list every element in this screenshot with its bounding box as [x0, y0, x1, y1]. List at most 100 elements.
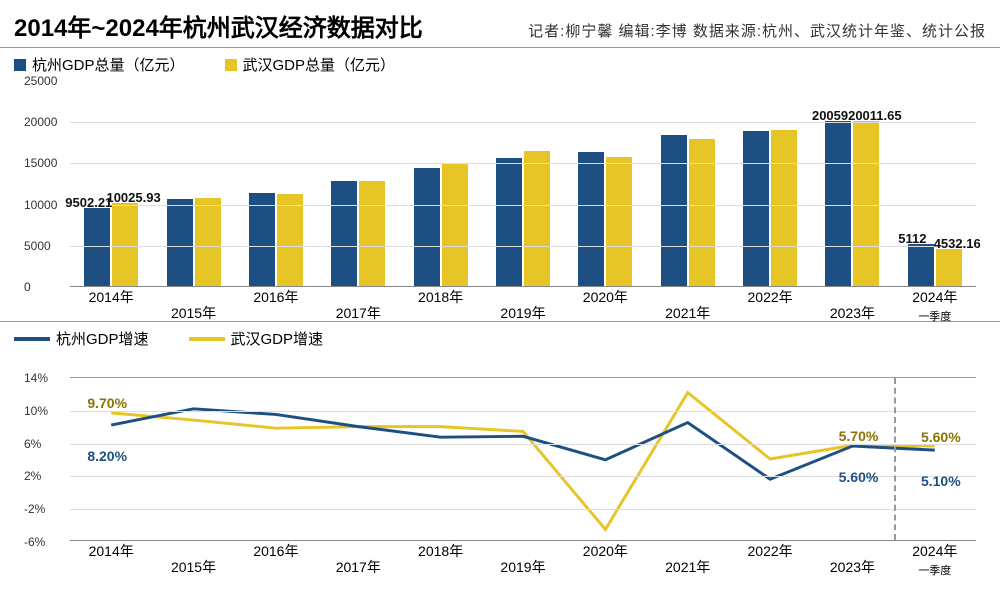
x-tick-label: 2016年 — [253, 287, 298, 307]
line-chart: 14%10%6%2%-2%-6%8.20%9.70%5.60%5.70%5.10… — [20, 377, 980, 577]
x-tick-label: 2020年 — [583, 541, 628, 561]
x-tick-label: 2024年一季度 — [912, 541, 957, 578]
bar-hz — [496, 158, 522, 286]
x-tick-label: 2021年 — [665, 303, 710, 323]
line-svg — [70, 378, 976, 540]
gridline — [70, 246, 976, 247]
gridline — [70, 411, 976, 412]
x-tick-label: 2018年 — [418, 287, 463, 307]
x-tick-label: 2021年 — [665, 557, 710, 577]
y-tick-label: 15000 — [24, 156, 57, 170]
data-label: 5.60% — [921, 429, 961, 445]
data-label: 20011.65 — [848, 108, 902, 123]
data-label: 5112 — [898, 231, 926, 246]
line-swatch-hz-icon — [14, 337, 50, 341]
x-tick-label: 2022年 — [748, 287, 793, 307]
chart-title: 2014年~2024年杭州武汉经济数据对比 — [14, 8, 423, 43]
y-tick-label: 5000 — [24, 239, 51, 253]
y-tick-label: 14% — [24, 371, 48, 385]
bar-hz — [743, 131, 769, 286]
x-tick-label: 2015年 — [171, 303, 216, 323]
y-tick-label: 6% — [24, 437, 41, 451]
y-tick-label: 10% — [24, 404, 48, 418]
x-tick-label: 2024年一季度 — [912, 287, 957, 324]
bar-hz — [661, 135, 687, 286]
x-tick-label: 2019年 — [500, 303, 545, 323]
data-label: 10025.93 — [106, 190, 160, 205]
bar-group — [414, 163, 468, 286]
x-tick-label: 2017年 — [336, 303, 381, 323]
bar-wh — [606, 157, 632, 286]
bar-hz — [908, 244, 934, 286]
bar-legend: 杭州GDP总量（亿元） 武汉GDP总量（亿元） — [0, 48, 1000, 77]
gridline — [70, 509, 976, 510]
bar-hz — [249, 193, 275, 286]
x-tick-label: 2014年 — [89, 541, 134, 561]
bar-plot-area: 05000100001500020000250009502.2110025.93… — [70, 81, 976, 287]
bar-wh — [442, 163, 468, 286]
legend-label: 杭州GDP增速 — [56, 328, 149, 349]
x-tick-label: 2022年 — [748, 541, 793, 561]
data-label: 4532.16 — [934, 236, 981, 251]
bar-group — [743, 130, 797, 286]
bar-group — [578, 152, 632, 286]
legend-item-wh-line: 武汉GDP增速 — [189, 328, 324, 349]
bar-wh — [853, 121, 879, 286]
x-tick-label: 2023年 — [830, 303, 875, 323]
y-tick-label: -2% — [24, 502, 45, 516]
bar-x-axis: 2014年 2015年 2016年 2017年 2018年 2019年 2020年 2021年… — [70, 287, 976, 321]
bar-hz — [825, 121, 851, 286]
bar-hz — [414, 168, 440, 286]
chart-header: 2014年~2024年杭州武汉经济数据对比 记者:柳宁馨 编辑:李博 数据来源:… — [0, 0, 1000, 48]
bar-wh — [112, 203, 138, 286]
bar-wh — [195, 198, 221, 286]
data-label: 5.10% — [921, 473, 961, 489]
data-label: 9502.21 — [65, 195, 112, 210]
data-label: 9.70% — [87, 395, 127, 411]
bar-group — [825, 121, 879, 286]
y-tick-label: -6% — [24, 535, 45, 549]
legend-label: 武汉GDP总量（亿元） — [243, 54, 396, 75]
x-tick-label: 2016年 — [253, 541, 298, 561]
bar-group — [496, 151, 550, 286]
data-label: 5.60% — [839, 469, 879, 485]
bar-wh — [524, 151, 550, 286]
x-tick-label: 2018年 — [418, 541, 463, 561]
y-tick-label: 0 — [24, 280, 31, 294]
legend-item-hz-bar: 杭州GDP总量（亿元） — [14, 54, 185, 75]
x-tick-label: 2020年 — [583, 287, 628, 307]
x-tick-label: 2014年 — [89, 287, 134, 307]
bar-wh — [689, 139, 715, 286]
x-tick-label: 2017年 — [336, 557, 381, 577]
bar-wh — [936, 249, 962, 286]
line-plot-area: 14%10%6%2%-2%-6%8.20%9.70%5.60%5.70%5.10… — [70, 377, 976, 541]
bar-wh — [277, 194, 303, 286]
bar-group — [249, 193, 303, 286]
y-tick-label: 10000 — [24, 198, 57, 212]
data-label: 20059 — [812, 108, 848, 123]
bar-group — [84, 203, 138, 286]
bar-wh — [771, 130, 797, 286]
bar-hz — [167, 199, 193, 286]
y-tick-label: 20000 — [24, 115, 57, 129]
data-label: 8.20% — [87, 448, 127, 464]
legend-label: 武汉GDP增速 — [231, 328, 324, 349]
legend-item-wh-bar: 武汉GDP总量（亿元） — [225, 54, 396, 75]
x-tick-label: 2019年 — [500, 557, 545, 577]
bar-hz — [578, 152, 604, 286]
swatch-wh-icon — [225, 59, 237, 71]
line-swatch-wh-icon — [189, 337, 225, 341]
y-tick-label: 2% — [24, 469, 41, 483]
line-x-axis: 2014年 2015年 2016年 2017年 2018年 2019年 2020年 2021年… — [70, 541, 976, 577]
bar-group — [331, 181, 385, 286]
line-legend: 杭州GDP增速 武汉GDP增速 — [0, 321, 1000, 351]
dash-separator — [894, 378, 896, 540]
bar-chart: 05000100001500020000250009502.2110025.93… — [20, 81, 980, 321]
bar-hz — [331, 181, 357, 286]
bar-group — [661, 135, 715, 286]
chart-credits: 记者:柳宁馨 编辑:李博 数据来源:杭州、武汉统计年鉴、统计公报 — [528, 20, 986, 41]
swatch-hz-icon — [14, 59, 26, 71]
bar-wh — [359, 181, 385, 286]
x-tick-label: 2015年 — [171, 557, 216, 577]
bar-group — [167, 198, 221, 286]
